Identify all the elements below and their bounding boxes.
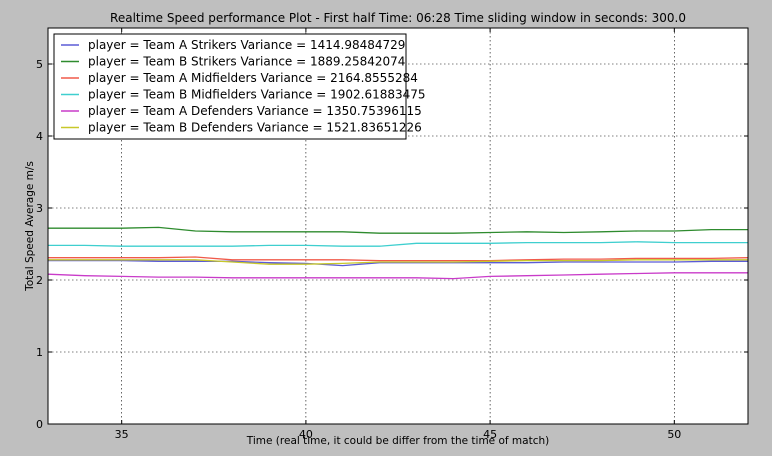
series-line bbox=[48, 259, 748, 265]
series-line bbox=[47, 272, 748, 280]
y-axis-label: Total Speed Average m/s bbox=[24, 161, 36, 292]
x-tick-label: 45 bbox=[483, 428, 497, 441]
y-tick-label: 2 bbox=[36, 274, 43, 287]
y-tick-label: 0 bbox=[36, 418, 43, 431]
series-line bbox=[48, 259, 748, 267]
y-tick-label: 5 bbox=[36, 58, 43, 71]
x-tick-label: 50 bbox=[667, 428, 681, 441]
x-tick-label: 40 bbox=[299, 428, 313, 441]
series-line bbox=[48, 256, 749, 262]
y-tick-label: 1 bbox=[36, 346, 43, 359]
x-tick-label: 35 bbox=[115, 428, 129, 441]
series-line bbox=[48, 226, 748, 234]
y-tick-label: 4 bbox=[36, 130, 43, 143]
legend-box bbox=[53, 33, 407, 140]
chart-title: Realtime Speed performance Plot - First … bbox=[110, 11, 686, 25]
series-line bbox=[48, 241, 748, 247]
series-layer bbox=[47, 226, 749, 280]
legend: player = Team A Strikers Variance = 1414… bbox=[53, 33, 426, 140]
x-axis-label: Time (real time, it could be differ from… bbox=[246, 435, 549, 447]
legend-label: player = Team A Midfielders Variance = 2… bbox=[88, 71, 418, 85]
y-tick-label: 3 bbox=[36, 202, 43, 215]
legend-label: player = Team B Defenders Variance = 152… bbox=[88, 121, 422, 135]
plot-area-frame bbox=[47, 27, 749, 425]
legend-label: player = Team B Midfielders Variance = 1… bbox=[88, 88, 426, 102]
legend-label: player = Team A Defenders Variance = 135… bbox=[88, 104, 422, 118]
legend-label: player = Team B Strikers Variance = 1889… bbox=[88, 55, 405, 69]
legend-label: player = Team A Strikers Variance = 1414… bbox=[88, 38, 405, 52]
